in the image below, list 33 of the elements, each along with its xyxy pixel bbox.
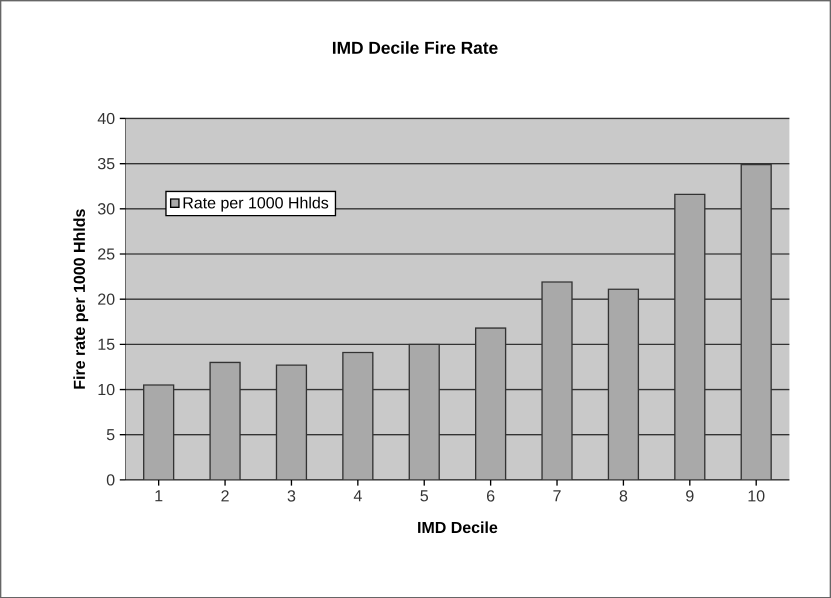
x-tick-label: 3 bbox=[288, 490, 296, 502]
bar bbox=[342, 352, 374, 480]
legend-label: Rate per 1000 Hhlds bbox=[184, 196, 328, 212]
x-tick-label: 6 bbox=[487, 490, 494, 502]
y-tick-label: 10 bbox=[98, 384, 114, 396]
bar bbox=[209, 362, 241, 480]
x-tick-label: 4 bbox=[354, 490, 362, 502]
x-tick-label: 2 bbox=[221, 490, 229, 502]
y-tick-label: 0 bbox=[106, 474, 114, 486]
x-tick-label: 5 bbox=[420, 490, 428, 502]
x-tick-label: 1 bbox=[155, 490, 162, 502]
x-axis-title: IMD Decile bbox=[418, 521, 498, 533]
y-tick-label: 25 bbox=[98, 248, 114, 260]
y-tick-label: 20 bbox=[98, 293, 114, 305]
y-axis-title: Fire rate per 1000 Hhlds bbox=[73, 209, 88, 388]
bar bbox=[674, 194, 706, 480]
x-tick-label: 8 bbox=[620, 490, 628, 502]
bar bbox=[408, 344, 440, 480]
y-tick-label: 35 bbox=[98, 158, 114, 170]
y-tick-label: 30 bbox=[98, 203, 114, 214]
bar bbox=[276, 364, 308, 480]
bar bbox=[474, 327, 506, 480]
y-tick-label: 15 bbox=[98, 338, 114, 350]
chart-title: IMD Decile Fire Rate bbox=[332, 41, 498, 54]
bar bbox=[608, 288, 640, 480]
x-tick-label: 7 bbox=[553, 490, 561, 502]
x-tick-label: 9 bbox=[686, 490, 694, 502]
x-tick-label: 10 bbox=[748, 490, 764, 502]
bar bbox=[143, 384, 174, 480]
bar bbox=[541, 281, 573, 480]
y-tick-label: 40 bbox=[98, 112, 114, 124]
y-tick-label: 5 bbox=[106, 428, 114, 440]
bar bbox=[740, 164, 772, 480]
